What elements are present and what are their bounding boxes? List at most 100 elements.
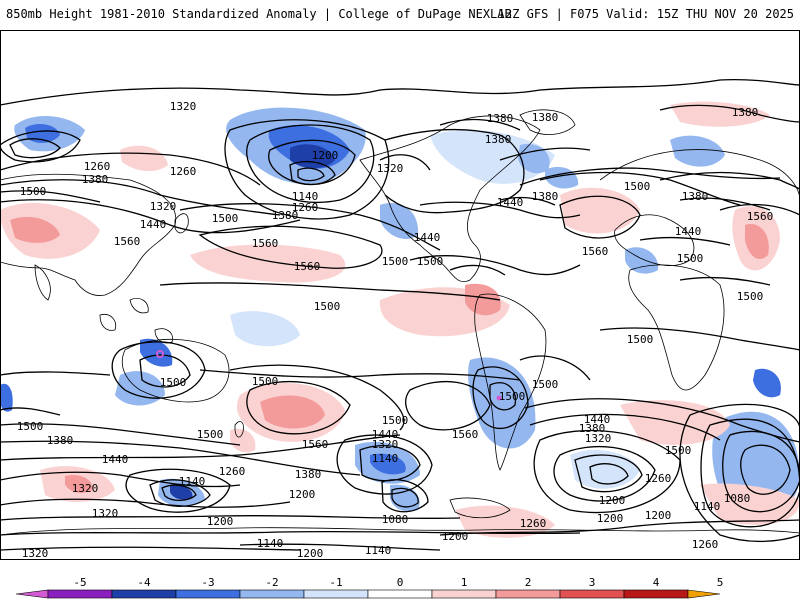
anomaly-negative-tasman-core (170, 484, 193, 500)
contour-label: 1500 (160, 376, 187, 389)
contour-1380-s-atlantic (529, 413, 721, 441)
anomaly-positive-mongolia (120, 145, 168, 172)
contour-label: 1500 (17, 420, 44, 433)
contour-1260-s-indian-2 (679, 403, 800, 543)
contour-1380-s-pacific (0, 440, 361, 476)
anomaly-map: 1320 1380 1260 1260 1200 1320 1140 1260 … (0, 30, 800, 560)
anomaly-negative-maritime (115, 371, 165, 406)
contour-label: 1140 (365, 544, 392, 557)
eurasia-coast (0, 149, 800, 296)
anomaly-negative-labrador (518, 144, 550, 174)
contour-label: 1560 (582, 245, 609, 258)
contour-1440-s-atlantic (524, 398, 800, 443)
contour-label: 1140 (694, 500, 721, 513)
contour-label: 1500 (197, 428, 224, 441)
contour-1380-n-america (384, 128, 525, 214)
contour-1500-pacific (179, 203, 441, 251)
colorbar-arrow-low (15, 589, 49, 599)
colorbar-segment (559, 589, 625, 599)
contour-label: 1260 (219, 465, 246, 478)
greenland-coast (519, 109, 576, 135)
contour-1440-s-america (472, 366, 529, 429)
contour-1380-nw (0, 179, 281, 216)
contour-label: 1320 (72, 482, 99, 495)
japan-coast (174, 213, 189, 234)
contour-1560-atlantic (559, 195, 641, 239)
contour-label: 1260 (520, 517, 547, 530)
contour-1080-s-indian (740, 444, 791, 495)
contour-1500-s-america (489, 382, 517, 411)
colorbar-tick-label: -2 (265, 576, 278, 589)
contour-label: 1260 (692, 538, 719, 551)
contour-label: 1200 (312, 149, 339, 162)
contour-label: 1200 (597, 512, 624, 525)
contour-label: 1140 (257, 537, 284, 550)
contour-1140-antarctic (239, 543, 441, 551)
contour-1500-n-africa (639, 236, 731, 246)
contour-1560-s-pacific (246, 380, 351, 435)
colorbar-tick-label: 4 (653, 576, 660, 589)
map-title: 850mb Height 1981-2010 Standardized Anom… (6, 7, 512, 21)
contour-label: 1320 (170, 100, 197, 113)
contour-1200-antarctic (439, 519, 800, 536)
contour-label: 1380 (682, 190, 709, 203)
contour-1380-north (379, 78, 800, 95)
anomaly-negative-s-pacific-core (370, 453, 406, 475)
contour-label: 1500 (20, 185, 47, 198)
anomaly-positive-c-america (465, 283, 501, 316)
contour-1200-s-pacific (336, 434, 433, 495)
contour-1380-e-atlantic (439, 118, 521, 131)
contour-label: 1380 (82, 173, 109, 186)
contour-label: 1380 (272, 209, 299, 222)
contour-1260-s-atlantic (553, 445, 656, 502)
contour-1500-s-pacific (229, 364, 405, 431)
anomaly-positive-s-indian-core (65, 474, 93, 493)
map-header: 850mb Height 1981-2010 Standardized Anom… (0, 0, 800, 30)
contour-1500-africa (599, 327, 800, 351)
contour-1200-alaska (268, 139, 356, 186)
anomaly-negative-s-atlantic (570, 450, 640, 489)
contour-label: 1380 (47, 434, 74, 447)
contour-label: 1560 (252, 237, 279, 250)
contour-label: 1440 (584, 413, 611, 426)
anomaly-positive-s-pacific-1-core (260, 395, 325, 429)
contour-1320-alaska (224, 119, 390, 220)
contour-label: 1200 (645, 509, 672, 522)
greater-antarctica (449, 497, 511, 519)
contour-1200-nw (9, 138, 61, 159)
contour-1500-nw (0, 190, 101, 203)
contour-1140-tasman (161, 484, 197, 502)
markers (156, 350, 502, 401)
contour-label: 1500 (624, 180, 651, 193)
anomaly-negative-pac-nw-coast (380, 203, 419, 240)
anomaly-positive-s-indian-e (700, 483, 800, 525)
anomaly-negative-philippines (140, 338, 173, 367)
contour-1260-alaska (246, 124, 375, 204)
contour-label: 1500 (382, 255, 409, 268)
contour-label: 1560 (114, 235, 141, 248)
india-coast (34, 264, 51, 301)
colorbar-tick-label: 5 (717, 576, 724, 589)
contour-1440-greenland-e (499, 196, 556, 206)
contour-1380-atlantic (499, 147, 591, 161)
contour-1440-n-america (419, 201, 581, 219)
contour-label: 1500 (382, 414, 409, 427)
contour-1200-s (0, 514, 461, 521)
contour-label: 1200 (442, 530, 469, 543)
contour-1200-tasman (149, 479, 211, 507)
europe-coast (614, 214, 695, 267)
colorbar-segment (111, 589, 177, 599)
colorbar-segment (47, 589, 113, 599)
contour-1560-pacific (198, 225, 383, 269)
anomaly-positive-siberia (670, 101, 770, 127)
anomaly-negative-australia-w (230, 311, 300, 347)
contour-label: 1320 (92, 507, 119, 520)
contour-label: 1500 (627, 333, 654, 346)
contour-label: 1320 (377, 162, 404, 175)
contour-label: 1320 (585, 432, 612, 445)
colorbar-tick-label: 0 (397, 576, 404, 589)
contour-label: 1500 (677, 252, 704, 265)
north-america-coast (359, 115, 541, 283)
contour-label: 1500 (665, 444, 692, 457)
colorbar-segment (367, 589, 433, 599)
